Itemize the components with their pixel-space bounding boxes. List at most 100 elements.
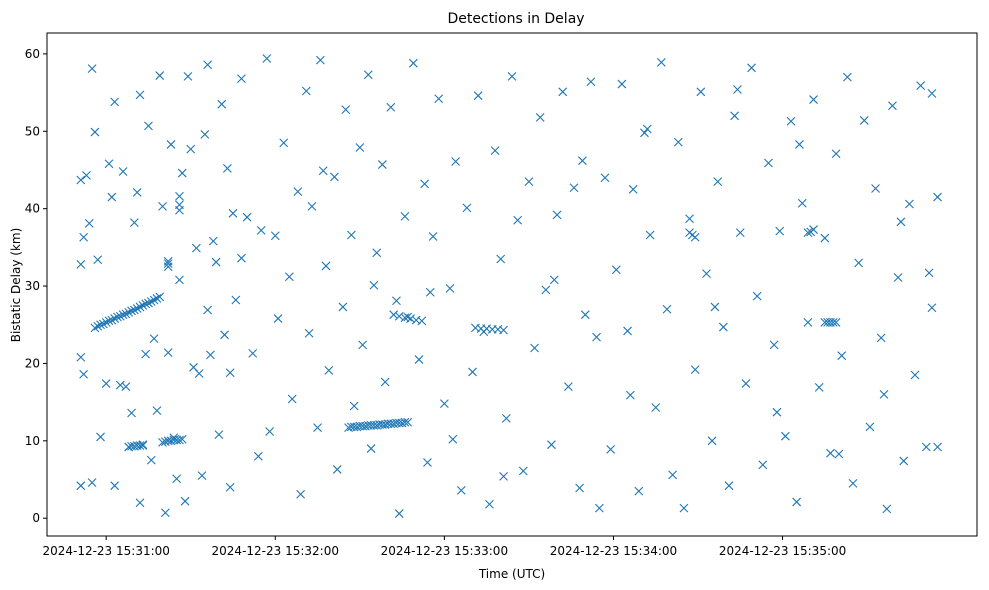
data-point bbox=[814, 383, 824, 392]
data-point bbox=[175, 205, 184, 215]
data-point bbox=[786, 116, 796, 126]
data-point bbox=[563, 382, 573, 392]
data-point bbox=[138, 440, 148, 450]
data-point bbox=[710, 302, 720, 312]
data-points bbox=[76, 54, 942, 518]
data-point bbox=[158, 437, 167, 447]
data-point bbox=[795, 140, 804, 149]
data-point bbox=[882, 504, 892, 514]
plot-frame bbox=[46, 32, 978, 537]
data-point bbox=[820, 233, 830, 243]
data-point bbox=[96, 432, 105, 442]
data-point bbox=[118, 167, 128, 176]
data-point bbox=[448, 434, 458, 444]
data-point bbox=[417, 316, 427, 326]
data-point bbox=[927, 303, 937, 313]
data-point bbox=[541, 285, 551, 295]
data-point bbox=[764, 158, 773, 168]
data-point bbox=[79, 232, 89, 242]
data-point bbox=[228, 208, 238, 218]
data-point bbox=[392, 296, 401, 306]
data-point bbox=[803, 318, 813, 327]
data-point bbox=[910, 370, 920, 380]
data-point bbox=[211, 257, 221, 267]
data-point bbox=[834, 449, 844, 459]
data-point bbox=[924, 268, 934, 278]
data-point bbox=[425, 287, 435, 297]
data-point bbox=[214, 430, 224, 440]
data-point bbox=[76, 481, 86, 491]
data-point bbox=[203, 305, 213, 315]
data-point bbox=[225, 368, 235, 378]
data-point bbox=[420, 179, 430, 189]
data-point bbox=[403, 312, 413, 322]
data-point bbox=[369, 280, 379, 290]
data-point bbox=[578, 156, 587, 166]
data-point bbox=[507, 71, 517, 81]
data-point bbox=[893, 273, 903, 282]
data-point bbox=[386, 102, 396, 112]
data-point bbox=[90, 323, 100, 333]
data-point bbox=[110, 314, 120, 323]
data-point bbox=[623, 326, 632, 336]
data-point bbox=[149, 295, 159, 305]
data-point bbox=[854, 258, 864, 268]
data-point bbox=[194, 369, 204, 378]
data-point bbox=[702, 269, 711, 279]
data-point bbox=[735, 228, 745, 238]
data-point bbox=[152, 294, 162, 303]
data-point bbox=[132, 304, 142, 313]
data-point bbox=[372, 248, 382, 258]
data-point bbox=[217, 99, 227, 109]
data-point bbox=[380, 377, 390, 387]
data-point bbox=[135, 441, 145, 450]
data-point bbox=[752, 291, 762, 301]
data-point bbox=[625, 390, 635, 400]
data-point bbox=[831, 318, 841, 327]
data-point bbox=[363, 70, 373, 80]
data-point bbox=[90, 127, 100, 137]
y-tick-label: 40 bbox=[25, 202, 40, 216]
data-point bbox=[177, 434, 187, 444]
data-point bbox=[84, 218, 94, 228]
data-point bbox=[307, 201, 317, 211]
data-point bbox=[831, 149, 841, 159]
y-tick-label: 10 bbox=[25, 434, 40, 448]
data-point bbox=[160, 508, 170, 518]
data-point bbox=[101, 379, 111, 388]
data-point bbox=[414, 355, 424, 364]
data-point bbox=[163, 259, 173, 268]
data-point bbox=[262, 54, 272, 63]
data-point bbox=[208, 236, 218, 246]
data-point bbox=[149, 334, 159, 344]
data-point bbox=[473, 91, 483, 101]
data-point bbox=[135, 90, 145, 100]
data-point bbox=[496, 254, 506, 264]
data-point bbox=[152, 406, 162, 416]
data-point bbox=[87, 478, 97, 487]
data-point bbox=[121, 309, 131, 319]
data-point bbox=[279, 138, 289, 148]
data-point bbox=[617, 79, 627, 89]
data-point bbox=[628, 184, 638, 194]
data-point bbox=[124, 307, 134, 317]
data-point bbox=[879, 389, 889, 399]
data-point bbox=[107, 192, 117, 202]
data-point bbox=[445, 283, 455, 293]
data-point bbox=[896, 217, 906, 227]
x-tick-label: 2024-12-23 15:31:00 bbox=[42, 544, 169, 558]
data-point bbox=[330, 172, 339, 182]
data-point bbox=[146, 455, 156, 465]
data-point bbox=[690, 232, 700, 242]
data-point bbox=[346, 230, 356, 240]
data-point bbox=[135, 302, 145, 312]
data-point bbox=[535, 112, 545, 122]
data-point bbox=[696, 87, 706, 97]
data-point bbox=[679, 503, 689, 513]
data-point bbox=[293, 187, 303, 197]
data-point bbox=[403, 417, 413, 427]
data-point bbox=[222, 164, 232, 173]
data-point bbox=[769, 340, 779, 350]
data-point bbox=[927, 88, 937, 98]
data-point bbox=[741, 379, 751, 388]
